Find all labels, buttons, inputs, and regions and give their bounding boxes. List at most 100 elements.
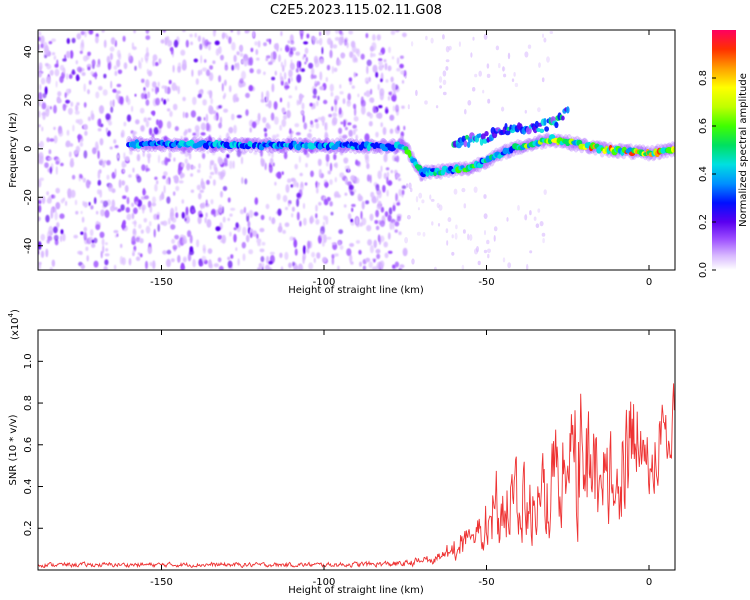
noise-speck	[117, 208, 122, 213]
noise-speck	[109, 100, 113, 107]
noise-speck	[120, 204, 125, 211]
noise-speck	[190, 189, 195, 193]
noise-speck	[184, 149, 189, 158]
noise-speck	[53, 234, 59, 241]
noise-speck	[192, 259, 196, 268]
noise-speck	[368, 121, 373, 127]
noise-speck	[421, 199, 425, 204]
noise-speck	[383, 241, 389, 248]
noise-speck	[274, 116, 279, 125]
noise-speck	[103, 39, 107, 49]
noise-speck	[45, 248, 49, 258]
noise-speck	[46, 137, 50, 143]
noise-speck	[211, 208, 216, 214]
noise-speck	[260, 148, 263, 158]
noise-speck	[319, 31, 322, 36]
noise-speck	[365, 257, 371, 263]
noise-speck	[86, 255, 89, 262]
noise-speck	[298, 155, 301, 163]
noise-speck	[371, 42, 377, 51]
noise-speck	[361, 105, 366, 115]
noise-speck	[382, 185, 386, 193]
noise-speck	[172, 244, 178, 250]
noise-speck	[283, 72, 287, 80]
noise-speck	[377, 170, 382, 180]
noise-speck	[366, 163, 370, 170]
noise-speck	[217, 171, 222, 176]
noise-speck	[317, 158, 322, 167]
noise-speck	[187, 230, 192, 238]
noise-speck	[265, 90, 270, 100]
noise-speck	[95, 224, 101, 231]
noise-speck	[295, 132, 301, 136]
noise-speck	[124, 185, 129, 193]
noise-speck	[392, 154, 397, 162]
noise-speck	[132, 228, 137, 235]
noise-speck	[38, 100, 41, 107]
noise-speck	[248, 249, 254, 255]
noise-speck	[296, 198, 300, 207]
noise-speck	[55, 187, 60, 194]
noise-speck	[59, 213, 65, 219]
noise-speck	[334, 177, 337, 183]
noise-speck	[375, 248, 381, 254]
noise-speck	[467, 100, 472, 106]
y-tick-label: 0.6	[23, 437, 34, 453]
noise-speck	[205, 113, 209, 123]
snr-marks	[38, 383, 675, 569]
noise-speck	[247, 57, 252, 66]
noise-speck	[267, 100, 272, 109]
noise-speck	[272, 51, 277, 61]
noise-speck	[282, 64, 285, 72]
noise-speck	[347, 93, 352, 101]
noise-speck	[40, 250, 45, 258]
noise-speck	[365, 90, 371, 98]
noise-speck	[348, 77, 353, 82]
noise-speck	[100, 209, 105, 217]
noise-speck	[400, 70, 405, 75]
noise-speck	[166, 258, 171, 268]
noise-speck	[269, 157, 274, 165]
noise-speck	[384, 252, 389, 259]
noise-speck	[85, 179, 91, 189]
noise-speck	[206, 219, 212, 228]
noise-speck	[151, 87, 155, 92]
noise-speck	[96, 189, 101, 195]
noise-speck	[99, 231, 105, 238]
noise-speck	[55, 80, 58, 88]
noise-speck	[191, 209, 196, 214]
noise-speck	[92, 147, 97, 155]
noise-speck	[280, 80, 284, 86]
noise-speck	[245, 234, 250, 243]
noise-speck	[289, 128, 292, 134]
noise-speck	[87, 66, 91, 71]
noise-speck	[394, 261, 400, 268]
noise-speck	[168, 151, 172, 159]
noise-speck	[359, 261, 362, 267]
noise-speck	[284, 81, 289, 91]
noise-speck	[380, 78, 383, 83]
noise-speck	[541, 232, 546, 237]
noise-speck	[246, 214, 250, 223]
noise-speck	[331, 242, 337, 246]
noise-speck	[236, 51, 240, 56]
noise-speck	[241, 241, 246, 249]
noise-speck	[337, 265, 340, 270]
noise-speck	[303, 217, 307, 226]
noise-speck	[351, 45, 357, 53]
noise-speck	[123, 121, 127, 127]
noise-speck	[331, 106, 334, 112]
colorbar-tick-label: 0.2	[698, 214, 709, 230]
noise-speck	[445, 228, 449, 234]
noise-speck	[122, 169, 125, 173]
noise-speck	[173, 157, 176, 162]
noise-speck	[367, 239, 373, 246]
noise-speck	[49, 69, 54, 76]
noise-speck	[98, 85, 103, 91]
noise-speck	[143, 87, 146, 91]
noise-speck	[256, 238, 262, 244]
noise-speck	[274, 181, 277, 186]
noise-speck	[364, 92, 367, 96]
noise-speck	[303, 203, 305, 209]
noise-speck	[265, 97, 269, 103]
